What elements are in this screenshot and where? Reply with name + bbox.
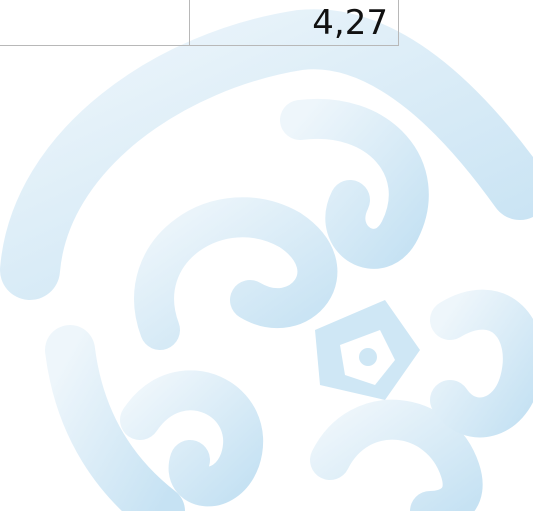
- table-cell: 4,27: [190, 0, 399, 46]
- page: 4,27: [0, 0, 533, 511]
- table-cell: [0, 0, 190, 46]
- watermark: [0, 0, 533, 511]
